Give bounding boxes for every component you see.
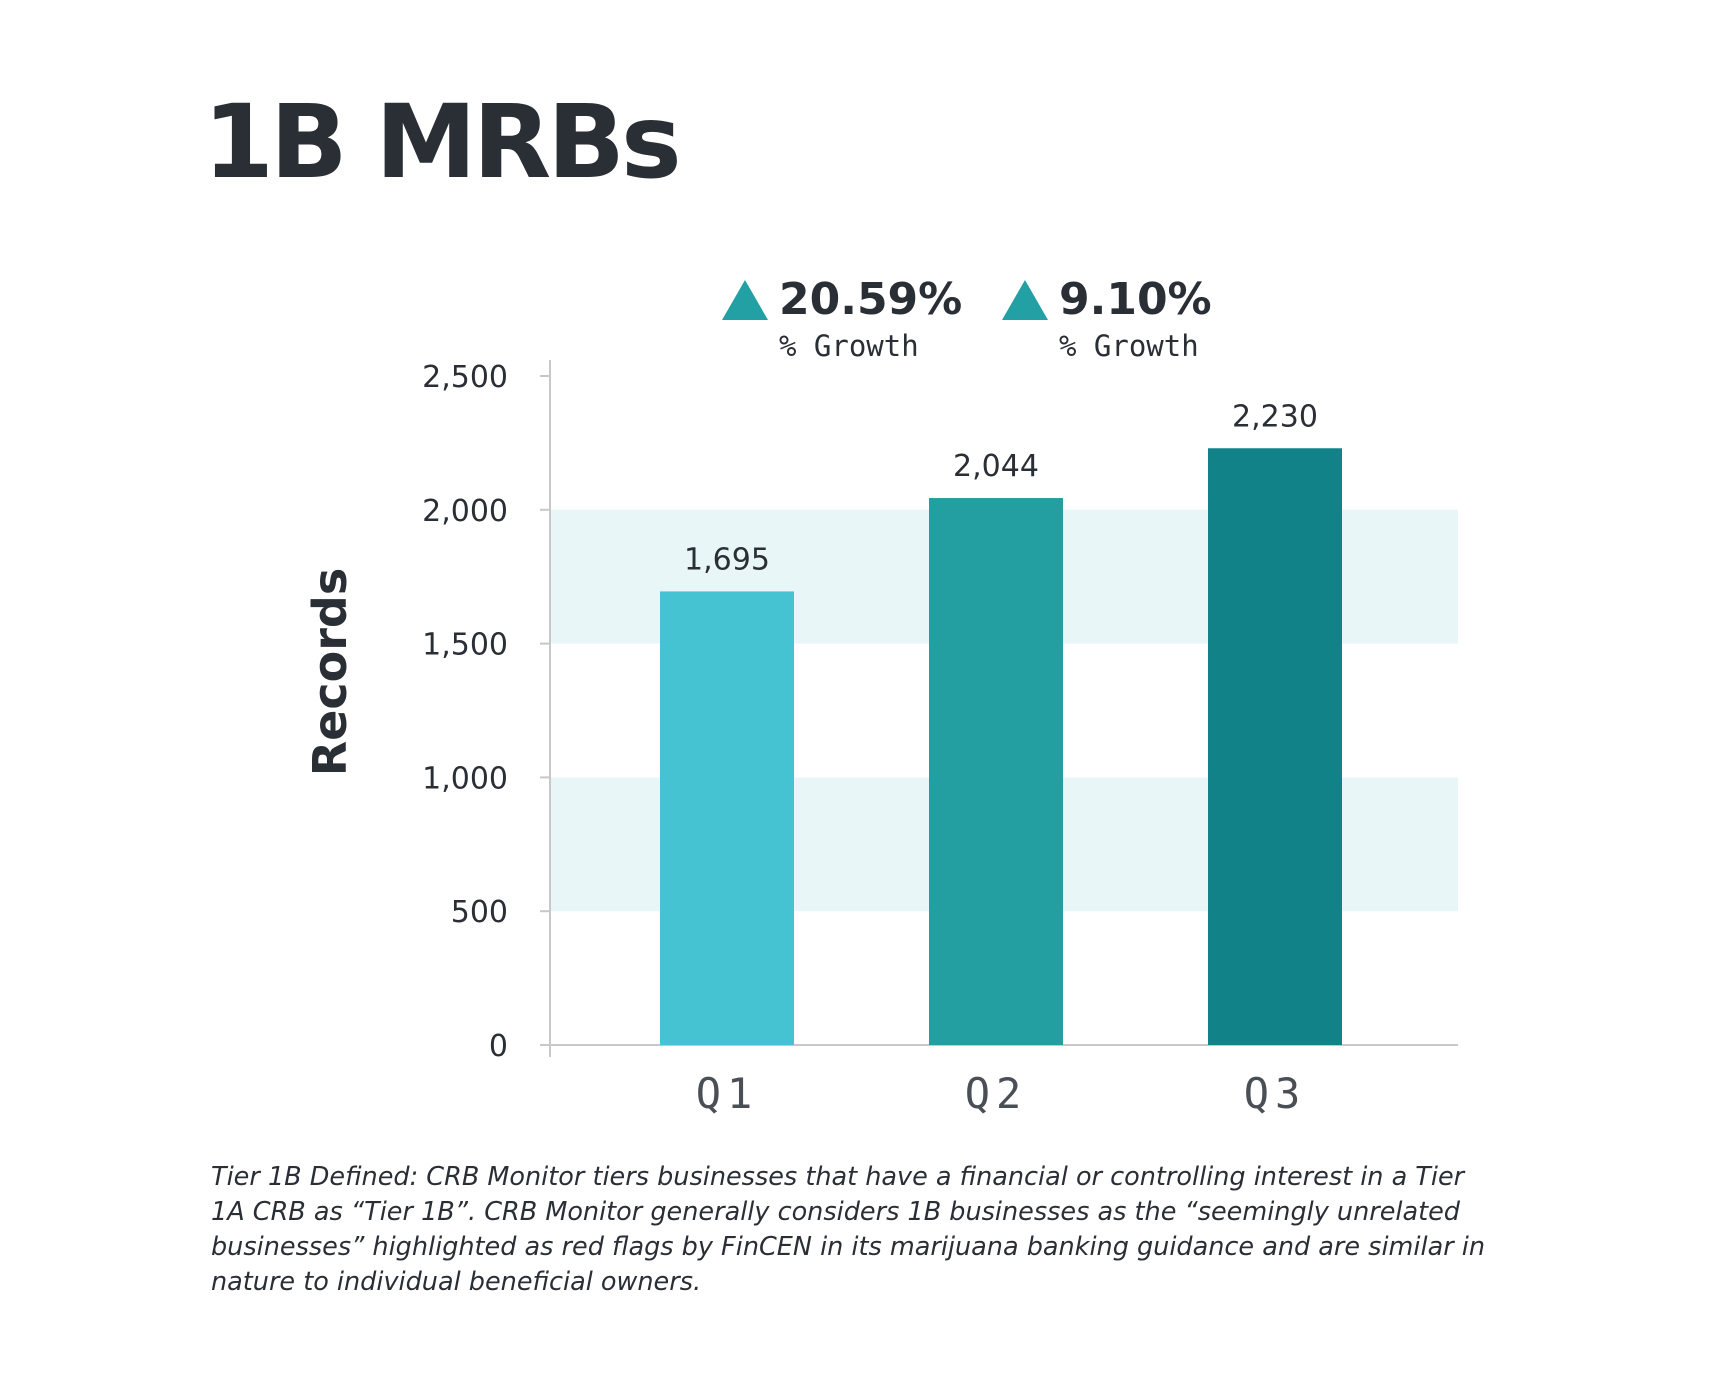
y-tick-label: 2,500 — [422, 360, 508, 395]
growth-label: % Growth — [1059, 329, 1199, 363]
x-tick-label: Q1 — [696, 1069, 759, 1118]
up-triangle-icon — [722, 280, 768, 320]
growth-percent: 20.59% — [779, 274, 963, 325]
y-tick-label: 0 — [489, 1029, 508, 1064]
growth-percent: 9.10% — [1059, 274, 1212, 325]
x-tick-label: Q2 — [965, 1069, 1028, 1118]
growth-label: % Growth — [779, 329, 919, 363]
bar-q3 — [1208, 448, 1342, 1045]
bar-value-label: 1,695 — [684, 542, 770, 577]
y-axis-label: Records — [303, 567, 357, 777]
y-tick-label: 1,500 — [422, 628, 508, 663]
y-tick-label: 1,000 — [422, 761, 508, 796]
up-triangle-icon — [1002, 280, 1048, 320]
x-tick-label: Q3 — [1244, 1069, 1307, 1118]
y-tick-label: 500 — [451, 895, 508, 930]
bar-q2 — [929, 498, 1063, 1045]
bar-q1 — [660, 591, 794, 1045]
bar-value-label: 2,230 — [1232, 399, 1318, 434]
footnote: Tier 1B Defined: CRB Monitor tiers busin… — [211, 1162, 1486, 1297]
y-tick-label: 2,000 — [422, 494, 508, 529]
bar-value-label: 2,044 — [953, 449, 1039, 484]
chart-title: 1B MRBs — [203, 83, 682, 202]
